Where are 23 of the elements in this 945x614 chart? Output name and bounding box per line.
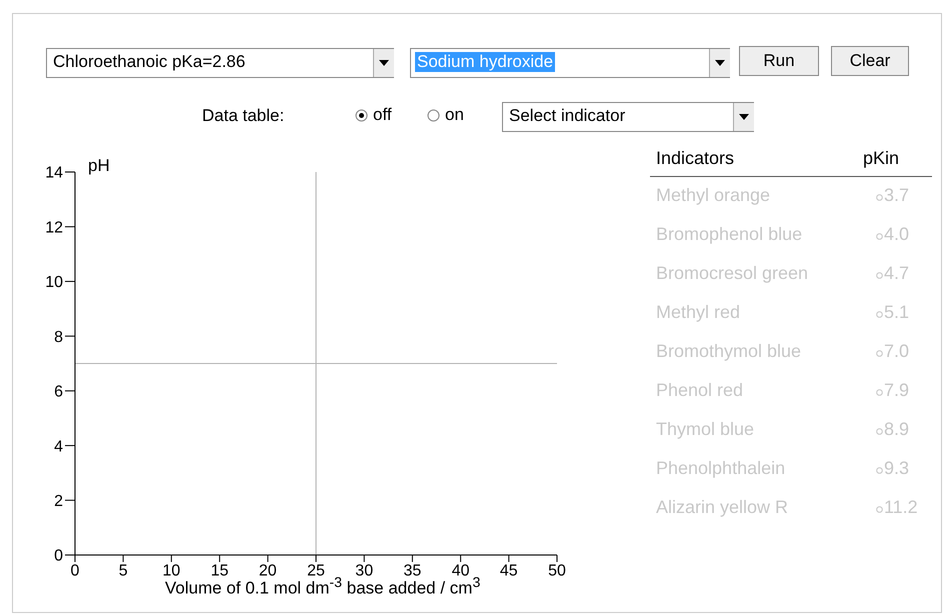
y-tick-label: 2: [54, 492, 64, 510]
x-tick-label: 50: [548, 562, 566, 580]
x-tick-label: 0: [70, 562, 80, 580]
button: Run: [739, 46, 819, 76]
text: on: [445, 105, 464, 125]
y-tick-label: 4: [54, 438, 64, 456]
x-tick-label: 45: [500, 562, 518, 580]
x-tick-label: 5: [118, 562, 128, 580]
dropdown: Chloroethanoic pKa=2.86: [46, 48, 394, 78]
y-tick-label: 14: [45, 164, 64, 182]
y-tick-label: 6: [54, 384, 64, 401]
text: off: [373, 105, 392, 125]
text: pKin: [863, 148, 900, 169]
button: Clear: [831, 46, 909, 76]
y-tick-label: 8: [54, 328, 64, 346]
dropdown: Sodium hydroxide: [410, 48, 730, 78]
text: Data table:: [202, 106, 284, 126]
dropdown: Select indicator: [502, 102, 754, 132]
text: Indicators: [656, 148, 734, 169]
y-tick-label: 10: [45, 274, 64, 292]
y-axis-title: pH: [88, 156, 110, 176]
y-tick-label: 12: [45, 219, 64, 236]
y-tick-label: 0: [54, 548, 64, 565]
